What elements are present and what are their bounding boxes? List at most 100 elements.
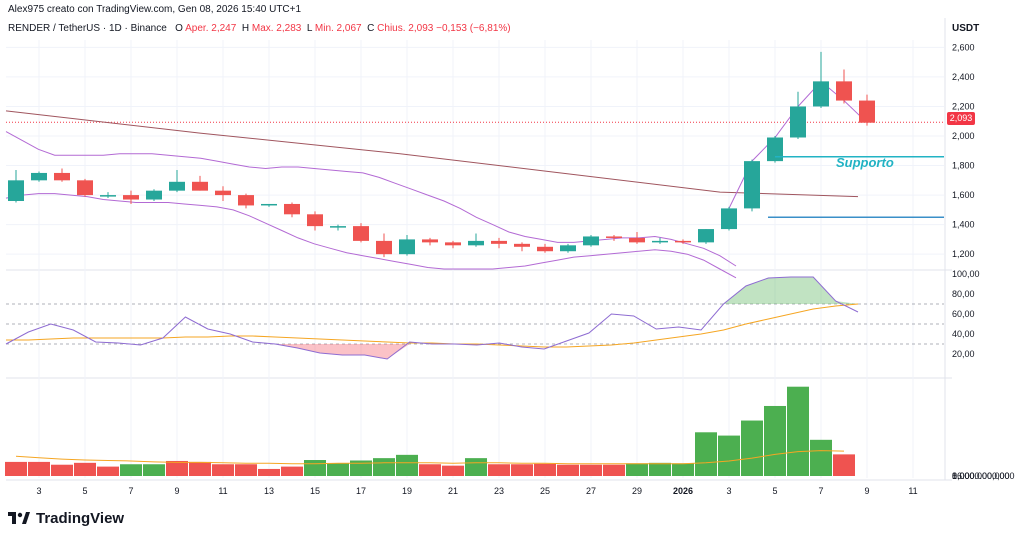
volume-bar — [373, 458, 395, 476]
x-tick-label: 15 — [310, 486, 320, 496]
volume-bar — [51, 464, 73, 476]
x-tick-label: 3 — [36, 486, 41, 496]
candle-body — [698, 229, 714, 243]
volume-bar — [5, 461, 27, 476]
volume-bar — [396, 454, 418, 476]
candle-body — [583, 236, 599, 246]
low-label: L — [306, 23, 313, 34]
candle-body — [192, 181, 208, 191]
tradingview-logo[interactable]: TradingView — [8, 510, 124, 527]
moving-average-line — [5, 110, 859, 198]
candle-body — [238, 195, 254, 206]
candle-body — [813, 81, 829, 107]
volume-bar — [350, 460, 372, 476]
x-tick-label: 11 — [908, 486, 917, 496]
volume-bar — [327, 463, 349, 476]
candle-body — [100, 195, 116, 197]
price-tick-label: 2,200 — [952, 101, 975, 111]
candle-body — [169, 181, 185, 191]
candle-body — [330, 226, 346, 228]
tradingview-logo-text: TradingView — [36, 510, 125, 527]
candle-body — [468, 240, 484, 246]
ohlc-legend: RENDER / TetherUS · 1D · Binance O Aper.… — [8, 23, 511, 34]
volume-bar — [649, 462, 671, 476]
volume-bar — [764, 405, 786, 476]
volume-bar — [488, 464, 510, 476]
volume-bar — [787, 386, 809, 476]
candle-body — [31, 172, 47, 181]
candle-body — [376, 240, 392, 255]
candle-body — [767, 137, 783, 162]
candle-body — [790, 106, 806, 138]
x-tick-label: 13 — [264, 486, 274, 496]
volume-bar — [580, 464, 602, 476]
candle-body — [146, 190, 162, 200]
tradingview-logo-icon — [8, 511, 30, 524]
x-tick-label: 5 — [772, 486, 777, 496]
candle-body — [514, 243, 530, 247]
price-tick-label: 1,800 — [952, 161, 975, 171]
price-tick-label: 2,400 — [952, 72, 975, 82]
rsi-tick-label: 100,00 — [952, 269, 980, 279]
candle-body — [537, 246, 553, 252]
candle-body — [307, 214, 323, 227]
candle-body — [399, 239, 415, 255]
volume-bar — [189, 461, 211, 476]
candle-body — [77, 180, 93, 196]
rsi-tick-label: 20,00 — [952, 349, 975, 359]
volume-bar — [672, 463, 694, 476]
candle-body — [606, 236, 622, 238]
volume-tick-label: 16.000.000,000 — [952, 471, 1015, 481]
low-value: Min. 2,067 — [314, 23, 362, 34]
rsi-overbought-fill — [723, 277, 858, 304]
rsi-line — [5, 276, 859, 360]
volume-bar — [419, 464, 441, 476]
high-value: Max. 2,283 — [251, 23, 302, 34]
bollinger-lower-band — [5, 193, 737, 279]
volume-bar — [143, 464, 165, 476]
volume-bar — [281, 466, 303, 476]
volume-tick-label: 0,000 — [952, 471, 975, 481]
volume-bar — [741, 420, 763, 476]
candle-body — [675, 240, 691, 243]
volume-bar — [97, 466, 119, 476]
candle-body — [836, 81, 852, 101]
x-tick-label: 29 — [632, 486, 642, 496]
volume-bar — [465, 458, 487, 476]
price-tick-label: 1,600 — [952, 190, 975, 200]
x-tick-label: 25 — [540, 486, 550, 496]
candle-body — [744, 161, 760, 209]
candle-body — [215, 190, 231, 196]
rsi-oversold-fill — [275, 344, 410, 359]
price-tick-label: 2,600 — [952, 42, 975, 52]
bollinger-upper-band — [5, 131, 737, 267]
candle-body — [721, 208, 737, 230]
volume-bar — [626, 463, 648, 476]
x-tick-label: 7 — [818, 486, 823, 496]
volume-bar — [810, 439, 832, 476]
open-value: Aper. 2,247 — [185, 23, 237, 34]
x-tick-label: 7 — [128, 486, 133, 496]
candle-body — [491, 240, 507, 244]
rsi-ma-line — [6, 303, 859, 348]
x-tick-label: 3 — [726, 486, 731, 496]
currency-label: USDT — [952, 23, 980, 34]
volume-bar — [603, 464, 625, 476]
volume-bar — [833, 454, 855, 476]
x-tick-label: 5 — [82, 486, 87, 496]
high-label: H — [241, 23, 250, 34]
price-tick-label: 2,000 — [952, 131, 975, 141]
candle-body — [422, 239, 438, 243]
volume-bar — [557, 464, 579, 476]
x-tick-label: 27 — [586, 486, 596, 496]
last-price-tag: 2,093 — [947, 112, 975, 125]
candle-body — [284, 203, 300, 215]
open-label: O — [175, 23, 183, 34]
symbol-label[interactable]: RENDER / TetherUS · 1D · Binance — [8, 23, 167, 34]
volume-bar — [718, 435, 740, 476]
candle-body — [629, 237, 645, 243]
close-label: C — [367, 23, 375, 34]
x-tick-label: 11 — [218, 486, 227, 496]
volume-bar — [235, 464, 257, 476]
